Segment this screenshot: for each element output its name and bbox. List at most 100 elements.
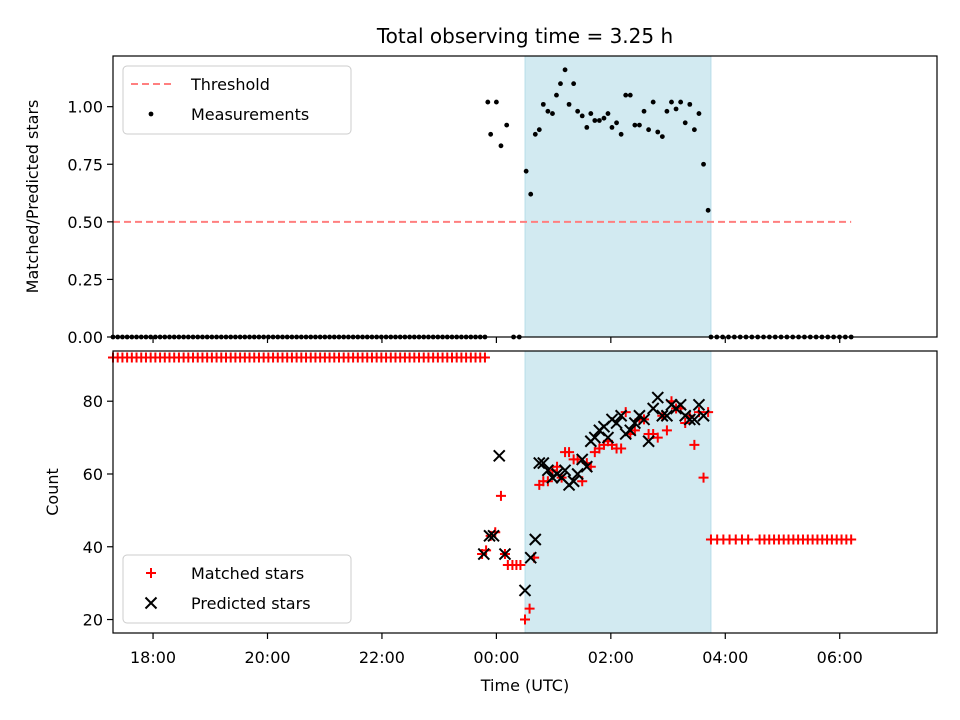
x-tick-label: 20:00 <box>244 648 290 667</box>
legend-matched-marker <box>146 568 156 578</box>
legend-label: Threshold <box>190 75 270 94</box>
measurement-point <box>618 131 624 137</box>
measurement-point <box>488 131 494 137</box>
y-tick-label: 40 <box>83 538 103 557</box>
measurement-point <box>669 99 674 105</box>
matched-star-point <box>520 614 530 625</box>
measurement-point <box>584 125 590 130</box>
predicted-star-point <box>524 551 537 564</box>
measurement-point <box>609 125 615 130</box>
matched-star-point <box>515 559 526 570</box>
measurement-point <box>632 122 638 128</box>
measurement-point <box>705 207 711 213</box>
measurement-point <box>641 108 647 114</box>
legend-label: Matched stars <box>191 564 304 583</box>
axes-frame <box>112 55 938 338</box>
matched-star-point <box>479 352 490 363</box>
measurement-point <box>498 143 504 149</box>
legend: Matched stars Predicted stars <box>122 554 352 624</box>
y-tick-label: 60 <box>83 465 103 484</box>
matched-star-point <box>698 472 709 483</box>
matched-star-point <box>495 490 506 501</box>
legend-frame <box>122 65 352 135</box>
matched-star-point <box>846 534 857 545</box>
matched-star-point <box>564 447 575 458</box>
predicted-star-point <box>614 409 628 422</box>
x-tick-label: 06:00 <box>817 648 863 667</box>
measurement-point <box>532 131 538 137</box>
measurement-point <box>646 127 651 133</box>
y-tick-label: 1.00 <box>67 98 103 117</box>
predicted-star-point <box>529 533 542 546</box>
legend-predicted-marker <box>144 596 158 610</box>
measurement-point <box>691 127 697 133</box>
y-tick-label: 0.00 <box>67 328 103 347</box>
predicted-star-point <box>656 409 669 422</box>
y-tick-label: 0.75 <box>67 155 103 174</box>
measurement-point <box>659 134 665 140</box>
measurement-point <box>592 118 598 123</box>
y-axis-title: Count <box>43 468 62 516</box>
predicted-star-point <box>483 529 496 543</box>
measurement-point <box>637 122 642 128</box>
measurement-point <box>528 191 534 197</box>
predicted-star-point <box>637 413 651 426</box>
measurement-point <box>605 111 611 116</box>
predicted-star-point <box>683 413 697 426</box>
predicted-star-point <box>642 435 655 448</box>
predicted-star-point <box>518 584 532 597</box>
measurement-point <box>701 161 706 167</box>
measurement-point <box>558 81 563 87</box>
predicted-star-point <box>660 409 674 422</box>
y-axis-title: Matched/Predicted stars <box>23 100 42 294</box>
predicted-star-point <box>558 464 572 477</box>
measurement-point <box>554 92 559 98</box>
legend-frame <box>122 554 352 624</box>
measurement-point <box>562 67 568 73</box>
predicted-star-point <box>580 460 594 473</box>
matched-star-point <box>652 432 663 443</box>
matched-star-point <box>743 534 754 545</box>
measurement-point <box>504 122 510 128</box>
predicted-star-point <box>624 424 637 437</box>
legend-measurement-marker <box>148 111 154 117</box>
matched-star-point <box>524 603 535 614</box>
predicted-star-point <box>651 391 664 404</box>
measurement-point <box>623 92 629 98</box>
predicted-star-point <box>477 547 491 561</box>
y-tick-label: 0.50 <box>67 213 103 232</box>
predicted-star-point <box>576 453 589 466</box>
measurement-point <box>485 99 491 105</box>
chart-title: Total observing time = 3.25 h <box>376 24 673 48</box>
y-tick-label: 80 <box>83 392 103 411</box>
legend-label: Predicted stars <box>191 594 311 613</box>
x-tick-label: 00:00 <box>473 648 519 667</box>
predicted-star-point <box>567 475 580 488</box>
legend-label: Measurements <box>191 105 309 124</box>
observing-interval <box>524 55 712 338</box>
predicted-star-point <box>610 416 623 430</box>
measurement-point <box>493 99 499 105</box>
measurement-point <box>545 108 551 114</box>
measurement-point <box>601 115 607 121</box>
measurement-point <box>550 111 555 116</box>
measurement-point <box>664 108 670 114</box>
predicted-star-point <box>674 398 687 412</box>
measurement-point <box>655 129 661 135</box>
predicted-star-point <box>487 529 500 543</box>
x-tick-label: 04:00 <box>702 648 748 667</box>
measurement-point <box>540 101 546 107</box>
measurement-point <box>596 118 602 123</box>
predicted-star-point <box>692 398 706 412</box>
predicted-star-point <box>541 464 555 477</box>
legend: Threshold Measurements <box>122 65 352 135</box>
matched-star-point <box>689 439 700 450</box>
measurement-point <box>571 81 577 87</box>
predicted-star-point <box>588 431 602 444</box>
count-panel: 20 40 60 80 18:00 20:00 22:00 00:00 02:00 04:00 06… <box>43 350 938 667</box>
measurement-point <box>588 111 594 116</box>
predicted-star-point <box>493 449 506 463</box>
predicted-star-point <box>537 456 550 470</box>
measurement-point <box>687 101 693 107</box>
measurement-point <box>678 99 684 105</box>
